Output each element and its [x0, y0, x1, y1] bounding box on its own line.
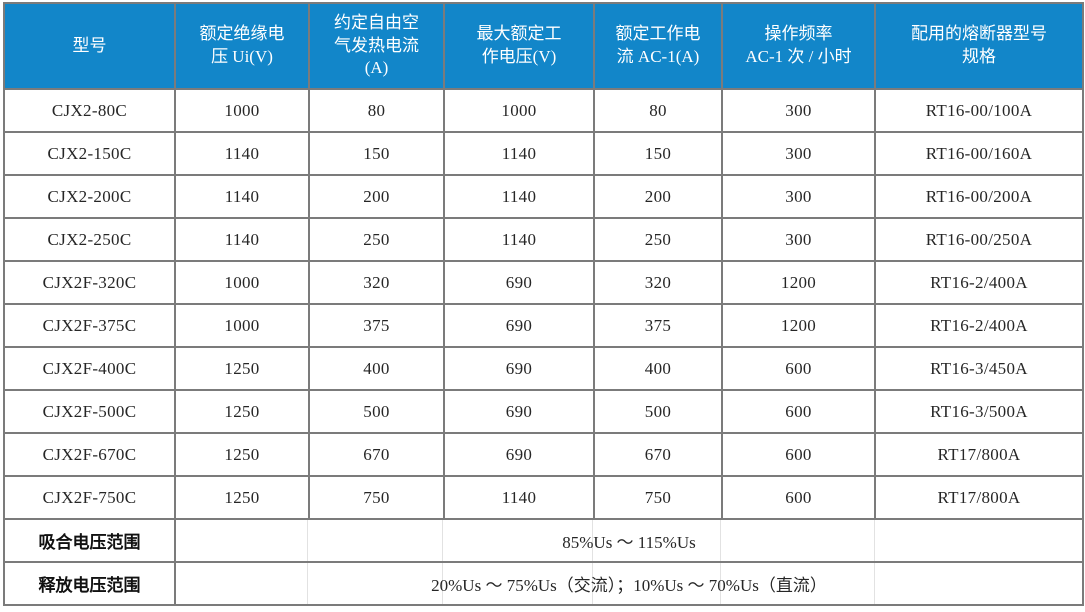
value-cell: 690: [443, 346, 595, 391]
pickup-voltage-row: 吸合电压范围 85%Us ～ 115%Us: [3, 518, 1084, 563]
value-cell: RT16-00/100A: [874, 88, 1084, 133]
value-cell: 1250: [174, 389, 310, 434]
column-header-model: 型号: [3, 2, 176, 90]
value-cell: 300: [721, 174, 876, 219]
value-cell: 300: [721, 217, 876, 262]
table-row: CJX2-250C 1140 250 1140 250 300 RT16-00/250A: [3, 217, 1084, 262]
value-cell: 300: [721, 88, 876, 133]
value-cell: 600: [721, 346, 876, 391]
value-cell: 1140: [174, 174, 310, 219]
column-header-fuse-model-spec: 配用的熔断器型号 规格: [874, 2, 1084, 90]
value-cell: RT17/800A: [874, 475, 1084, 520]
value-cell: 600: [721, 432, 876, 477]
model-cell: CJX2F-500C: [3, 389, 176, 434]
value-cell: 500: [593, 389, 723, 434]
value-cell: 690: [443, 303, 595, 348]
value-cell: 375: [593, 303, 723, 348]
value-cell: 80: [308, 88, 445, 133]
pickup-voltage-range-value: 85%Us ～ 115%Us: [174, 518, 1084, 563]
value-cell: 670: [308, 432, 445, 477]
table-row: CJX2F-500C 1250 500 690 500 600 RT16-3/500A: [3, 389, 1084, 434]
table-body: CJX2-80C 1000 80 1000 80 300 RT16-00/100A CJX2-…: [3, 88, 1084, 520]
value-cell: 200: [593, 174, 723, 219]
table-header: 型号 额定绝缘电 压 Ui(V) 约定自由空 气发热电流 (A) 最大额定工 作…: [3, 2, 1084, 90]
table-row: CJX2F-400C 1250 400 690 400 600 RT16-3/450A: [3, 346, 1084, 391]
value-cell: 1000: [174, 88, 310, 133]
column-header-max-rated-working-voltage: 最大额定工 作电压(V): [443, 2, 595, 90]
model-cell: CJX2-150C: [3, 131, 176, 176]
value-cell: 80: [593, 88, 723, 133]
value-cell: RT16-2/400A: [874, 260, 1084, 305]
value-cell: 1000: [174, 303, 310, 348]
column-header-operating-frequency: 操作频率 AC-1 次 / 小时: [721, 2, 876, 90]
value-cell: 750: [593, 475, 723, 520]
value-cell: 300: [721, 131, 876, 176]
table-row: CJX2F-375C 1000 375 690 375 1200 RT16-2/400A: [3, 303, 1084, 348]
value-cell: RT16-3/500A: [874, 389, 1084, 434]
pickup-voltage-range-label: 吸合电压范围: [3, 518, 176, 563]
model-cell: CJX2-80C: [3, 88, 176, 133]
value-cell: 750: [308, 475, 445, 520]
value-cell: 400: [308, 346, 445, 391]
spec-table: 型号 额定绝缘电 压 Ui(V) 约定自由空 气发热电流 (A) 最大额定工 作…: [3, 2, 1084, 606]
table-row: CJX2-200C 1140 200 1140 200 300 RT16-00/200A: [3, 174, 1084, 219]
model-cell: CJX2F-670C: [3, 432, 176, 477]
value-cell: RT16-3/450A: [874, 346, 1084, 391]
table-row: CJX2F-750C 1250 750 1140 750 600 RT17/800A: [3, 475, 1084, 520]
value-cell: RT16-00/250A: [874, 217, 1084, 262]
value-cell: 1140: [443, 131, 595, 176]
release-voltage-range-value: 20%Us ～ 75%Us（交流）；10%Us ～ 70%Us（直流）: [174, 561, 1084, 606]
value-cell: 1140: [443, 217, 595, 262]
value-cell: 250: [308, 217, 445, 262]
value-cell: RT16-2/400A: [874, 303, 1084, 348]
table-row: CJX2F-320C 1000 320 690 320 1200 RT16-2/400A: [3, 260, 1084, 305]
value-cell: 1250: [174, 346, 310, 391]
value-cell: 690: [443, 432, 595, 477]
release-voltage-range-label: 释放电压范围: [3, 561, 176, 606]
value-cell: 1200: [721, 260, 876, 305]
value-cell: 1140: [443, 475, 595, 520]
table-row: CJX2-80C 1000 80 1000 80 300 RT16-00/100A: [3, 88, 1084, 133]
table-row: CJX2-150C 1140 150 1140 150 300 RT16-00/160A: [3, 131, 1084, 176]
value-cell: 250: [593, 217, 723, 262]
header-row: 型号 额定绝缘电 压 Ui(V) 约定自由空 气发热电流 (A) 最大额定工 作…: [3, 2, 1084, 90]
value-cell: RT17/800A: [874, 432, 1084, 477]
value-cell: 1250: [174, 475, 310, 520]
value-cell: 400: [593, 346, 723, 391]
value-cell: RT16-00/200A: [874, 174, 1084, 219]
value-cell: 1250: [174, 432, 310, 477]
column-header-rated-working-current-ac1: 额定工作电 流 AC-1(A): [593, 2, 723, 90]
value-cell: RT16-00/160A: [874, 131, 1084, 176]
value-cell: 375: [308, 303, 445, 348]
value-cell: 1200: [721, 303, 876, 348]
value-cell: 1000: [174, 260, 310, 305]
model-cell: CJX2-250C: [3, 217, 176, 262]
model-cell: CJX2F-320C: [3, 260, 176, 305]
value-cell: 1140: [174, 217, 310, 262]
value-cell: 500: [308, 389, 445, 434]
table-row: CJX2F-670C 1250 670 690 670 600 RT17/800A: [3, 432, 1084, 477]
value-cell: 600: [721, 475, 876, 520]
value-cell: 320: [308, 260, 445, 305]
value-cell: 1140: [443, 174, 595, 219]
value-cell: 670: [593, 432, 723, 477]
release-voltage-row: 释放电压范围 20%Us ～ 75%Us（交流）；10%Us ～ 70%Us（直…: [3, 561, 1084, 606]
value-cell: 200: [308, 174, 445, 219]
model-cell: CJX2F-400C: [3, 346, 176, 391]
table-footer: 吸合电压范围 85%Us ～ 115%Us 释放电压范围 20%Us ～ 75%…: [3, 518, 1084, 606]
model-cell: CJX2F-750C: [3, 475, 176, 520]
value-cell: 600: [721, 389, 876, 434]
value-cell: 320: [593, 260, 723, 305]
model-cell: CJX2F-375C: [3, 303, 176, 348]
value-cell: 1140: [174, 131, 310, 176]
column-header-rated-insulation-voltage: 额定绝缘电 压 Ui(V): [174, 2, 310, 90]
value-cell: 690: [443, 260, 595, 305]
value-cell: 1000: [443, 88, 595, 133]
model-cell: CJX2-200C: [3, 174, 176, 219]
value-cell: 150: [308, 131, 445, 176]
value-cell: 150: [593, 131, 723, 176]
column-header-conventional-free-air-thermal-current: 约定自由空 气发热电流 (A): [308, 2, 445, 90]
value-cell: 690: [443, 389, 595, 434]
